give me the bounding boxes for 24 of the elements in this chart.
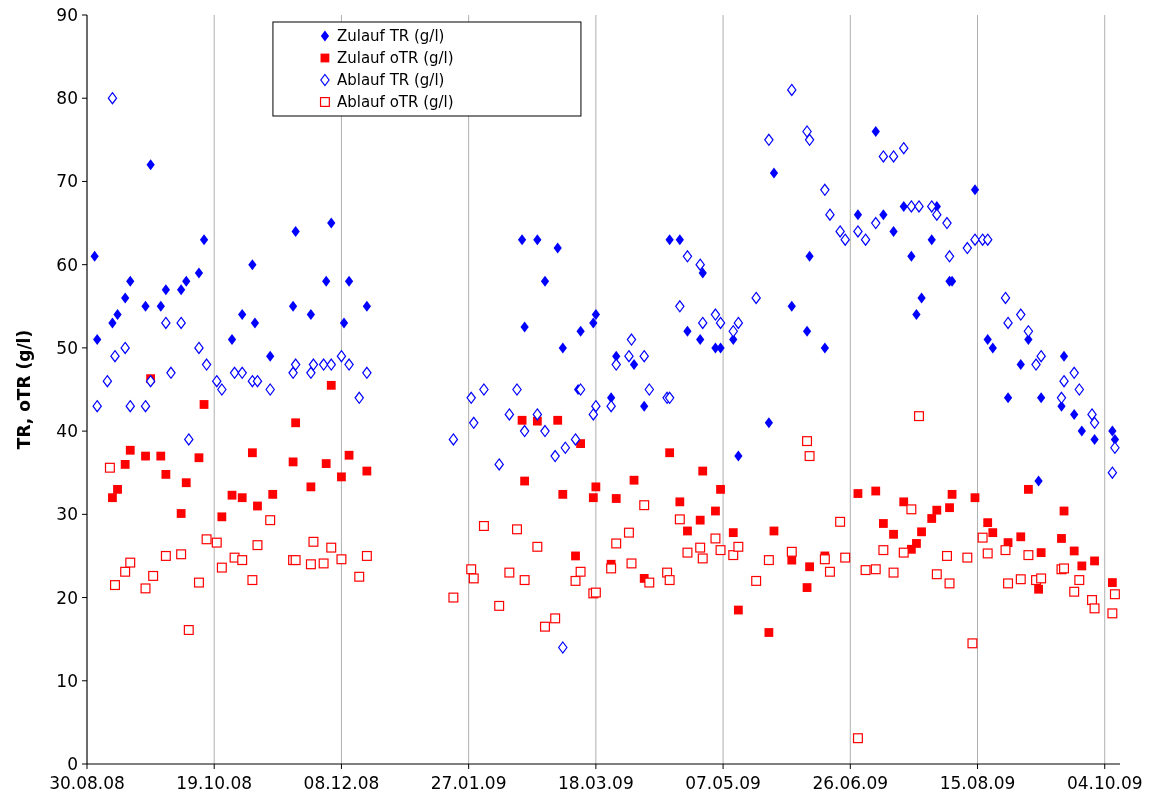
y-tick-label: 60 [56,254,78,275]
x-tick-label: 19.10.08 [176,773,253,793]
y-tick-label: 50 [56,337,78,358]
y-tick-label: 20 [56,587,78,608]
y-tick-label: 40 [56,421,78,442]
legend-label: Ablauf oTR (g/l) [336,93,454,112]
x-tick-label: 27.01.09 [430,773,507,793]
y-tick-label: 80 [56,88,78,109]
y-tick-label: 0 [67,753,78,774]
legend-label: Zulauf TR (g/l) [336,27,445,46]
legend-label: Zulauf oTR (g/l) [336,49,454,68]
y-axis-title: TR, oTR (g/l) [14,329,34,450]
x-tick-label: 15.08.09 [939,773,1016,793]
y-tick-label: 90 [56,4,78,25]
x-tick-label: 07.05.09 [685,773,761,793]
x-tick-label: 26.06.09 [812,773,889,793]
x-tick-label: 18.03.09 [558,773,634,793]
x-tick-label: 30.08.08 [49,773,125,793]
y-tick-label: 70 [56,171,78,192]
legend-label: Ablauf TR (g/l) [336,71,445,90]
y-tick-label: 10 [56,670,78,691]
x-tick-label: 08.12.08 [303,773,380,793]
x-tick-label: 04.10.09 [1066,773,1143,793]
y-tick-label: 30 [56,504,78,525]
